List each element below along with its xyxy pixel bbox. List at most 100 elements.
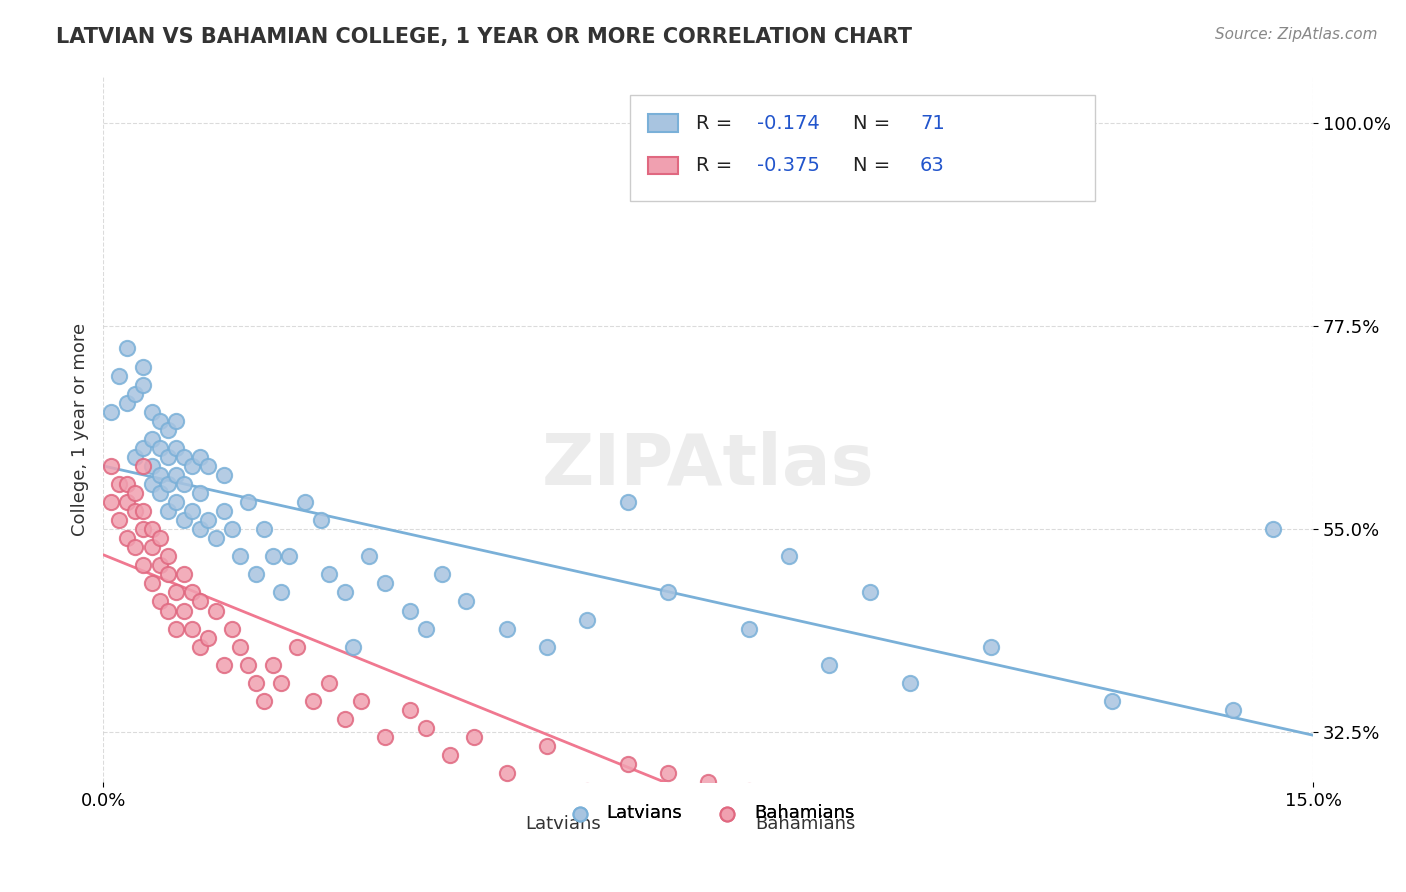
Point (132, 458, 155, 473)
Point (197, 513, 219, 527)
Point (149, 558, 172, 573)
Point (398, 603, 420, 617)
Point (180, 504, 202, 518)
Point (156, 423, 179, 437)
Point (156, 567, 179, 582)
Text: -0.375: -0.375 (756, 156, 820, 175)
Point (141, 576, 163, 591)
Text: 71: 71 (920, 114, 945, 133)
Point (124, 541, 146, 555)
Point (238, 657, 260, 672)
Text: N =: N = (853, 156, 897, 175)
Point (238, 495, 260, 509)
Point (374, 730, 396, 744)
Point (124, 486, 146, 500)
Text: ZIPAtlas: ZIPAtlas (541, 431, 875, 500)
Point (132, 359, 155, 374)
Point (117, 531, 139, 545)
Point (212, 504, 235, 518)
Point (294, 495, 316, 509)
Point (1222, 703, 1244, 717)
FancyBboxPatch shape (630, 95, 1095, 201)
Point (156, 477, 179, 491)
Point (141, 432, 163, 446)
FancyBboxPatch shape (648, 114, 678, 132)
Point (221, 622, 243, 636)
Text: 63: 63 (920, 156, 945, 175)
Point (132, 377, 155, 392)
Point (165, 585, 187, 599)
Point (149, 441, 172, 455)
Point (495, 766, 517, 780)
Point (173, 477, 195, 491)
Point (132, 558, 155, 573)
Point (302, 694, 325, 708)
Point (536, 739, 558, 753)
Point (318, 567, 340, 582)
Point (818, 802, 841, 816)
Point (180, 585, 202, 599)
FancyBboxPatch shape (648, 157, 678, 174)
Point (262, 549, 284, 564)
Point (149, 594, 172, 608)
Point (188, 594, 211, 608)
Point (180, 458, 202, 473)
Point (253, 694, 276, 708)
Point (818, 657, 841, 672)
Text: -0.174: -0.174 (756, 114, 820, 133)
Point (858, 585, 880, 599)
Point (132, 441, 155, 455)
Point (616, 495, 638, 509)
Point (536, 640, 558, 654)
Point (100, 405, 122, 419)
Y-axis label: College, 1 year or more: College, 1 year or more (72, 323, 89, 536)
Point (141, 477, 163, 491)
Point (245, 675, 267, 690)
Point (495, 622, 517, 636)
Point (141, 405, 163, 419)
Point (898, 675, 921, 690)
Point (165, 414, 187, 428)
Point (415, 622, 437, 636)
Point (398, 703, 420, 717)
Point (156, 549, 179, 564)
Point (117, 342, 139, 356)
Point (165, 495, 187, 509)
Point (576, 613, 599, 627)
Point (117, 395, 139, 409)
Point (141, 458, 163, 473)
Point (898, 830, 921, 844)
Point (117, 495, 139, 509)
Point (188, 640, 211, 654)
Point (141, 522, 163, 536)
Text: Latvians: Latvians (524, 815, 600, 833)
Point (1261, 522, 1284, 536)
Point (149, 531, 172, 545)
Point (350, 694, 373, 708)
Point (205, 531, 228, 545)
Point (149, 414, 172, 428)
Point (342, 640, 364, 654)
Point (262, 657, 284, 672)
Point (270, 675, 292, 690)
Point (245, 567, 267, 582)
Point (212, 468, 235, 483)
Point (697, 775, 720, 789)
Point (173, 603, 195, 617)
Point (1019, 838, 1042, 853)
Point (253, 522, 276, 536)
Point (1101, 694, 1123, 708)
Point (141, 541, 163, 555)
Point (221, 522, 243, 536)
Point (616, 757, 638, 772)
Text: Bahamians: Bahamians (755, 815, 855, 833)
Point (173, 513, 195, 527)
Point (108, 368, 131, 383)
Text: LATVIAN VS BAHAMIAN COLLEGE, 1 YEAR OR MORE CORRELATION CHART: LATVIAN VS BAHAMIAN COLLEGE, 1 YEAR OR M… (56, 27, 912, 46)
Point (197, 631, 219, 645)
Point (778, 549, 800, 564)
Point (456, 594, 478, 608)
Point (188, 522, 211, 536)
Point (229, 640, 252, 654)
Point (309, 513, 332, 527)
